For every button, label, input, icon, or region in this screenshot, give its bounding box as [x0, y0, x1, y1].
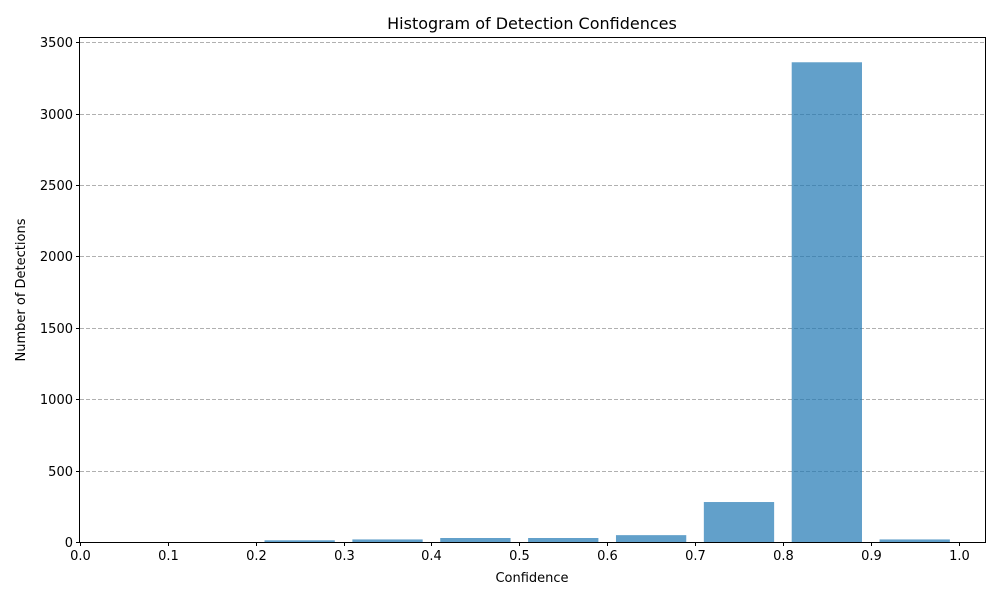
histogram-bar	[703, 502, 775, 542]
y-axis-ticks: 0 500 1000 1500 2000 2500 3000 3500	[40, 36, 80, 551]
x-axis-ticks: 0.0 0.1 0.2 0.3 0.4 0.5 0.6 0.7 0.8 0.9 1.0	[70, 542, 970, 564]
x-tick-label: 0.1	[158, 549, 179, 564]
histogram-bar	[791, 62, 862, 543]
plot-frame	[79, 37, 986, 543]
y-tick-label: 1000	[40, 393, 73, 408]
y-tick-label: 2500	[40, 179, 73, 194]
x-tick-label: 0.5	[509, 549, 530, 564]
x-tick-label: 0.2	[246, 549, 267, 564]
y-axis-title: Number of Detections	[14, 218, 29, 361]
y-tick-label: 0	[65, 536, 73, 551]
x-axis-title: Confidence	[495, 571, 568, 586]
y-tick-label: 3000	[40, 108, 73, 123]
x-tick-label: 0.6	[597, 549, 618, 564]
histogram-bar	[879, 539, 950, 542]
histogram-bar	[440, 538, 511, 542]
histogram-bar	[528, 538, 599, 542]
x-tick-label: 0.4	[421, 549, 442, 564]
histogram-bar	[352, 539, 423, 542]
y-tick-label: 3500	[40, 36, 73, 51]
x-tick-label: 0.3	[334, 549, 355, 564]
gridlines	[80, 42, 985, 472]
chart-title: Histogram of Detection Confidences	[387, 14, 677, 33]
histogram-bar	[264, 540, 335, 542]
y-tick-label: 500	[48, 465, 73, 480]
x-tick-label: 1.0	[949, 549, 970, 564]
x-tick-label: 0.0	[70, 549, 91, 564]
bars	[264, 62, 950, 543]
x-tick-label: 0.7	[685, 549, 706, 564]
histogram-bar	[615, 535, 687, 542]
y-tick-label: 1500	[40, 322, 73, 337]
x-tick-label: 0.9	[861, 549, 882, 564]
x-tick-label: 0.8	[773, 549, 794, 564]
y-tick-label: 2000	[40, 250, 73, 265]
